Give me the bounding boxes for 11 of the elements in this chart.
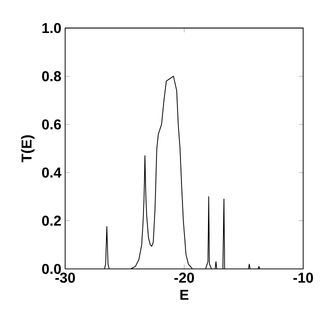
- y-tick-label: 0.2: [42, 216, 61, 226]
- y-tick-label: 0.6: [42, 119, 61, 130]
- y-tick-label: 0.4: [42, 167, 62, 178]
- x-tick-label: -30: [55, 272, 75, 283]
- y-tick-label: 0.8: [42, 71, 62, 82]
- y-tick-label: 0.0: [42, 264, 61, 274]
- y-tick-label: 1.0: [42, 22, 61, 34]
- x-tick-label: -20: [174, 272, 194, 283]
- x-tick-label: -10: [293, 272, 313, 283]
- x-axis-title: E: [180, 290, 188, 300]
- y-axis-title: T(E): [21, 135, 34, 162]
